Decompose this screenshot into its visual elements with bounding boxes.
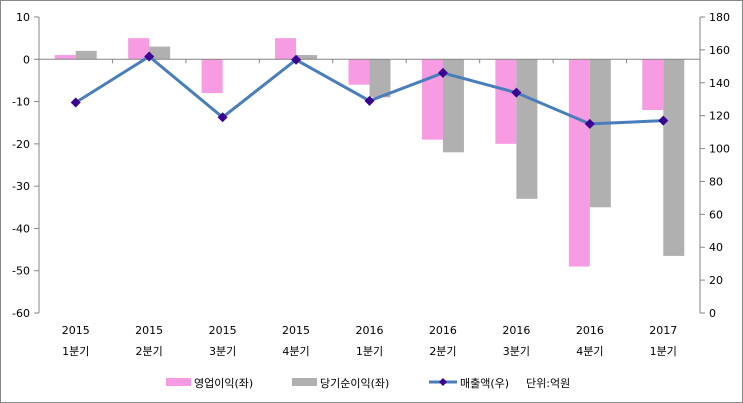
left-tick-label: -10 — [12, 96, 30, 109]
legend-label-net-income: 당기순이익(좌) — [320, 377, 389, 390]
revenue-marker — [511, 87, 522, 98]
category-year-label: 2016 — [356, 324, 384, 337]
category-quarter-label: 1분기 — [356, 345, 383, 358]
bar-net-income — [296, 55, 318, 60]
bar-net-income — [589, 59, 611, 208]
bar-operating-profit — [642, 59, 664, 111]
legend-swatch-net-income — [292, 378, 317, 386]
revenue-marker — [144, 51, 155, 62]
left-tick-label: -20 — [12, 138, 30, 151]
right-tick-label: 100 — [709, 143, 730, 156]
right-tick-label: 140 — [709, 77, 730, 90]
category-year-label: 2015 — [135, 324, 163, 337]
legend-label-operating-profit: 영업이익(좌) — [194, 377, 253, 390]
category-year-label: 2016 — [576, 324, 604, 337]
category-quarter-label: 3분기 — [503, 345, 530, 358]
category-year-label: 2015 — [282, 324, 310, 337]
revenue-marker — [291, 54, 302, 65]
legend-swatch-operating-profit — [166, 378, 191, 386]
right-tick-label: 160 — [709, 44, 730, 57]
bar-net-income — [663, 59, 685, 256]
bar-net-income — [369, 59, 391, 98]
category-year-label: 2015 — [62, 324, 90, 337]
right-tick-label: 0 — [709, 307, 716, 320]
bar-operating-profit — [128, 38, 150, 60]
category-quarter-label: 1분기 — [62, 345, 89, 358]
left-tick-label: -50 — [12, 265, 30, 278]
revenue-marker — [437, 67, 448, 78]
right-tick-label: 180 — [709, 11, 730, 24]
revenue-marker — [217, 112, 228, 123]
bar-operating-profit — [348, 59, 370, 85]
bar-operating-profit — [54, 55, 76, 60]
bar-net-income — [149, 46, 171, 60]
category-year-label: 2015 — [209, 324, 237, 337]
right-tick-label: 60 — [709, 208, 723, 221]
category-quarter-label: 3분기 — [209, 345, 236, 358]
revenue-marker — [70, 97, 81, 108]
legend-marker-revenue — [439, 378, 447, 386]
right-tick-label: 80 — [709, 175, 723, 188]
legend-label-revenue: 매출액(우) — [460, 377, 509, 390]
bar-net-income — [516, 59, 538, 199]
category-quarter-label: 2분기 — [136, 345, 163, 358]
category-year-label: 2016 — [502, 324, 530, 337]
revenue-marker — [584, 118, 595, 129]
category-quarter-label: 1분기 — [650, 345, 677, 358]
right-tick-label: 120 — [709, 110, 730, 123]
bar-operating-profit — [495, 59, 517, 144]
bar-operating-profit — [568, 59, 590, 267]
right-tick-label: 40 — [709, 241, 723, 254]
bar-operating-profit — [275, 38, 297, 60]
revenue-marker — [364, 95, 375, 106]
bar-net-income — [75, 50, 97, 60]
bar-operating-profit — [201, 59, 223, 94]
unit-note: 단위:억원 — [526, 377, 570, 390]
bar-net-income — [442, 59, 464, 153]
category-quarter-label: 4분기 — [576, 345, 603, 358]
revenue-marker — [658, 115, 669, 126]
category-year-label: 2017 — [649, 324, 677, 337]
right-tick-label: 20 — [709, 274, 723, 287]
left-tick-label: -60 — [12, 307, 30, 320]
category-quarter-label: 4분기 — [282, 345, 309, 358]
category-year-label: 2016 — [429, 324, 457, 337]
left-tick-label: -40 — [12, 222, 30, 235]
left-tick-label: -30 — [12, 180, 30, 193]
left-tick-label: 0 — [23, 53, 30, 66]
category-quarter-label: 2분기 — [429, 345, 456, 358]
left-tick-label: 10 — [16, 11, 30, 24]
